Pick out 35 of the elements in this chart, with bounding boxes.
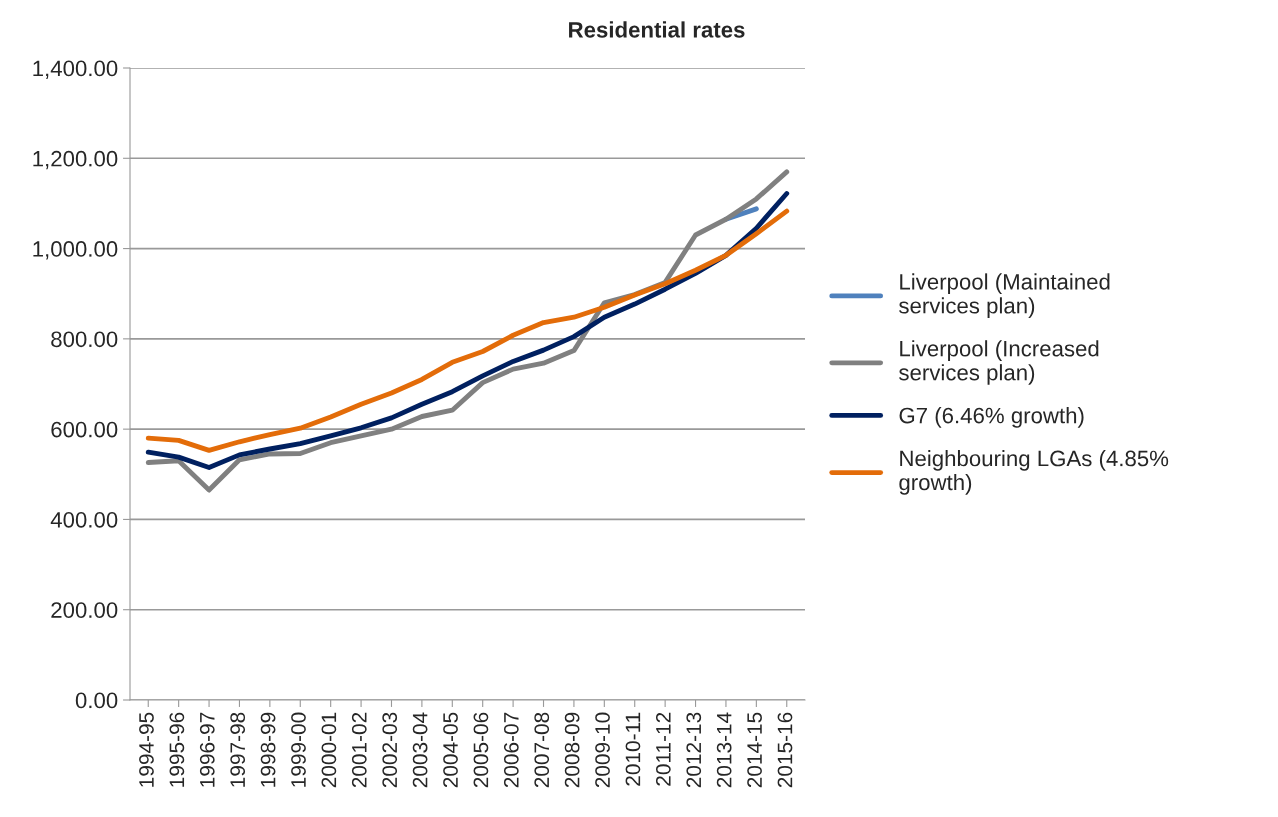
x-tick-label: 2006-07 xyxy=(503,712,519,788)
y-tick-label: 0.00 xyxy=(75,692,118,709)
x-tick-label: 2001-02 xyxy=(351,712,367,788)
legend-label: G7 (6.46% growth) xyxy=(899,407,1084,428)
x-tick-label: 2005-06 xyxy=(473,712,489,788)
y-tick-label: 800.00 xyxy=(51,331,118,348)
y-tick-label: 600.00 xyxy=(51,421,118,438)
x-tick-label: 2014-15 xyxy=(747,712,762,788)
x-tick-label: 2013-14 xyxy=(716,712,732,788)
x-tick-label: 2012-13 xyxy=(686,712,702,788)
x-tick-label: 2004-05 xyxy=(443,712,458,788)
chart-title: Residential rates xyxy=(569,21,745,38)
legend-label: Liverpool (Increased services plan) xyxy=(899,340,1099,385)
x-tick-label: 2015-16 xyxy=(777,712,793,788)
legend-label: Neighbouring LGAs (4.85% growth) xyxy=(899,450,1169,495)
x-tick-label: 1994-95 xyxy=(139,712,154,787)
x-tick-label: 2007-08 xyxy=(534,712,550,788)
x-tick-label: 2011-12 xyxy=(655,712,671,786)
x-tick-label: 2002-03 xyxy=(382,712,398,788)
x-tick-label: 1995-96 xyxy=(169,712,185,787)
x-tick-label: 1996-97 xyxy=(199,712,215,787)
x-tick-label: 2008-09 xyxy=(564,712,580,788)
x-tick-label: 1999-00 xyxy=(291,712,306,787)
legend-label: Liverpool (Maintained services plan) xyxy=(899,273,1110,318)
x-tick-label: 2003-04 xyxy=(412,712,428,788)
x-tick-label: 1998-99 xyxy=(260,712,276,787)
y-tick-label: 200.00 xyxy=(51,602,118,618)
x-tick-label: 2000-01 xyxy=(321,712,337,788)
y-tick-label: 1,400.00 xyxy=(33,60,118,79)
x-tick-label: 2010-11 xyxy=(625,712,641,786)
y-tick-label: 1,000.00 xyxy=(33,241,118,260)
y-tick-label: 1,200.00 xyxy=(33,150,118,170)
y-tick-label: 400.00 xyxy=(50,511,118,528)
x-tick-label: 2009-10 xyxy=(595,712,610,788)
x-tick-label: 1997-98 xyxy=(230,712,246,787)
